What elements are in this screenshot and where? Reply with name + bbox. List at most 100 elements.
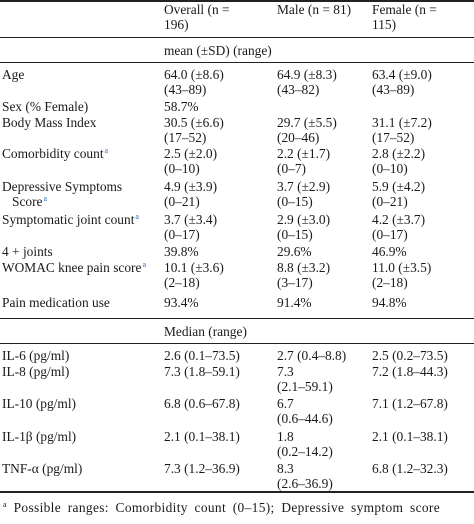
male-cell-line: 2.2 (±1.7) — [277, 146, 331, 161]
row-label-text: Depressive Symptoms — [2, 179, 123, 194]
male-cell: 3.7 (±2.9) (0–15) — [277, 179, 330, 209]
overall-cell-line: (0–21) — [164, 194, 200, 209]
female-cell: 94.8% — [372, 295, 407, 310]
overall-cell: 7.3 (1.2–36.9) — [164, 461, 240, 476]
male-cell-line: 91.4% — [277, 295, 312, 310]
male-cell-line: 29.6% — [277, 244, 312, 259]
male-cell-line: (3–17) — [277, 275, 313, 290]
row-label-line: Scorea — [2, 194, 122, 209]
female-cell: 2.1 (0.1–38.1) — [372, 429, 448, 444]
male-cell: 7.3 (2.1–59.1) — [277, 364, 333, 394]
male-cell-line: 2.7 (0.4–8.8) — [277, 348, 347, 363]
male-cell-line: (0.6–44.6) — [277, 411, 333, 426]
row-label: Pain medication use — [2, 295, 110, 310]
female-cell-line: (43–89) — [372, 82, 415, 97]
female-cell-line: 4.2 (±3.7) — [372, 212, 426, 227]
female-cell-line: 63.4 (±9.0) — [372, 67, 432, 82]
female-cell: 4.2 (±3.7) (0–17) — [372, 212, 425, 242]
header-male: Male (n = 81) — [277, 2, 351, 17]
overall-cell-line: 58.7% — [164, 99, 199, 114]
female-cell-line: (2–18) — [372, 275, 408, 290]
overall-cell: 30.5 (±6.6) (17–52) — [164, 115, 224, 145]
row-label-text: WOMAC knee pain score — [2, 260, 142, 275]
overall-cell-line: (43–89) — [164, 82, 207, 97]
overall-cell: 7.3 (1.8–59.1) — [164, 364, 240, 379]
row-label: Sex (% Female) — [2, 99, 88, 114]
row-label-line: Comorbidity counta — [2, 146, 108, 161]
female-cell: 63.4 (±9.0) (43–89) — [372, 67, 432, 97]
female-cell-line: 6.8 (1.2–32.3) — [372, 461, 448, 476]
male-cell-line: (2.6–36.9) — [277, 476, 333, 491]
row-label: Depressive Symptoms Scorea — [2, 179, 122, 209]
row-label: Comorbidity counta — [2, 146, 108, 161]
male-cell: 29.7 (±5.5) (20–46) — [277, 115, 337, 145]
male-cell: 6.7 (0.6–44.6) — [277, 396, 333, 426]
female-cell: 2.5 (0.2–73.5) — [372, 348, 448, 363]
female-cell: 31.1 (±7.2) (17–52) — [372, 115, 432, 145]
footnote-marker: a — [3, 499, 7, 509]
overall-cell: 2.5 (±2.0) (0–10) — [164, 146, 217, 176]
row-label-line: 4 + joints — [2, 244, 53, 259]
section-median-label: Median (range) — [164, 324, 247, 339]
row-label: WOMAC knee pain scorea — [2, 260, 146, 275]
male-cell-line: 3.7 (±2.9) — [277, 179, 331, 194]
footnote-ref: a — [43, 193, 48, 203]
female-cell-line: 46.9% — [372, 244, 407, 259]
row-label-line: Sex (% Female) — [2, 99, 88, 114]
female-cell: 2.8 (±2.2) (0–10) — [372, 146, 425, 176]
row-label-text: Body Mass Index — [2, 115, 97, 130]
male-cell: 2.7 (0.4–8.8) — [277, 348, 346, 363]
overall-cell-line: 93.4% — [164, 295, 199, 310]
male-cell-line: 64.9 (±8.3) — [277, 67, 337, 82]
overall-cell: 10.1 (±3.6) (2–18) — [164, 260, 224, 290]
row-label-line: Age — [2, 67, 24, 82]
male-cell: 64.9 (±8.3) (43–82) — [277, 67, 337, 97]
overall-cell-line: 64.0 (±8.6) — [164, 67, 224, 82]
row-label-text: Score — [12, 194, 43, 209]
row-label-line: Body Mass Index — [2, 115, 96, 130]
top-rule — [0, 0, 474, 2]
section-mean-label: mean (±SD) (range) — [164, 43, 272, 58]
overall-cell-line: 4.9 (±3.9) — [164, 179, 218, 194]
overall-cell: 4.9 (±3.9) (0–21) — [164, 179, 217, 209]
row-label: 4 + joints — [2, 244, 53, 259]
overall-cell-line: 39.8% — [164, 244, 199, 259]
header-female-line2: 115) — [372, 17, 397, 32]
overall-cell: 3.7 (±3.4) (0–17) — [164, 212, 217, 242]
male-cell-line: 29.7 (±5.5) — [277, 115, 337, 130]
row-label-text: Sex (% Female) — [2, 99, 89, 114]
overall-cell-line: 7.3 (1.2–36.9) — [164, 461, 240, 476]
footnote-ref: a — [104, 145, 109, 155]
female-cell-line: (17–52) — [372, 130, 415, 145]
row-label: Symptomatic joint counta — [2, 212, 139, 227]
overall-cell-line: (2–18) — [164, 275, 200, 290]
section-mean-rule — [0, 62, 474, 63]
overall-cell-line: (17–52) — [164, 130, 207, 145]
female-cell-line: 2.5 (0.2–73.5) — [372, 348, 448, 363]
male-cell-line: 1.8 — [277, 429, 294, 444]
female-cell: 46.9% — [372, 244, 407, 259]
footnote-text: Possible ranges: Comorbidity count (0–15… — [6, 500, 441, 515]
overall-cell: 6.8 (0.6–67.8) — [164, 396, 240, 411]
header-overall: Overall (n = 196) — [164, 2, 230, 32]
median-bottom-rule — [0, 343, 474, 344]
male-cell-line: 8.3 — [277, 461, 294, 476]
overall-cell-line: 30.5 (±6.6) — [164, 115, 224, 130]
overall-cell-line: 6.8 (0.6–67.8) — [164, 396, 240, 411]
male-cell-line: (20–46) — [277, 130, 320, 145]
header-rule — [0, 37, 474, 38]
bottom-rule — [0, 491, 474, 493]
female-cell: 7.2 (1.8–44.3) — [372, 364, 448, 379]
female-cell: 5.9 (±4.2) (0–21) — [372, 179, 425, 209]
row-label: TNF-α (pg/ml) — [2, 461, 83, 476]
header-overall-line1: Overall (n = — [164, 2, 230, 17]
overall-cell: 64.0 (±8.6) (43–89) — [164, 67, 224, 97]
female-cell-line: 94.8% — [372, 295, 407, 310]
male-cell-line: 6.7 — [277, 396, 294, 411]
male-cell: 2.9 (±3.0) (0–15) — [277, 212, 330, 242]
row-label: IL-8 (pg/ml) — [2, 364, 70, 379]
male-cell-line: (0–7) — [277, 161, 307, 176]
male-cell: 29.6% — [277, 244, 312, 259]
overall-cell-line: 2.1 (0.1–38.1) — [164, 429, 240, 444]
female-cell-line: (0–10) — [372, 161, 408, 176]
